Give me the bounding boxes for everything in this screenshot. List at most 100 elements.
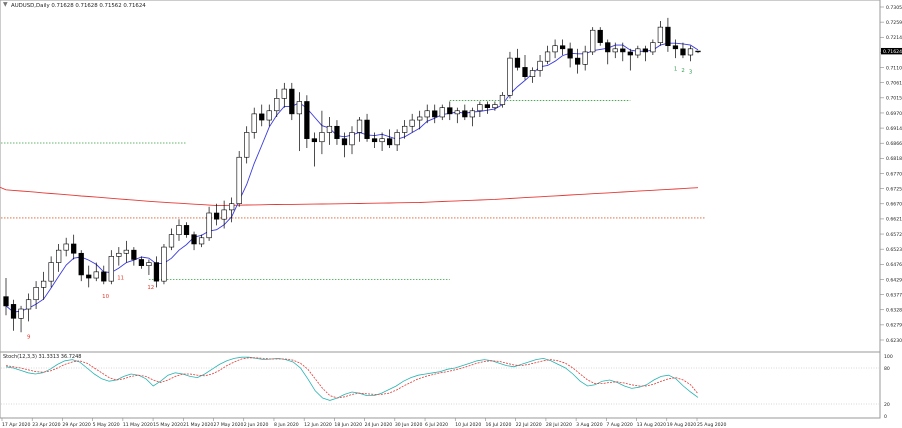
date-tick-label: 18 Jun 2020 [334,422,362,428]
date-tick-label: 22 Jul 2020 [516,422,542,428]
bullish-candle-body [161,246,167,282]
count-label: 2 [681,68,684,74]
symbol-title: AUDUSD,Daily 0.71628 0.71628 0.71562 0.7… [11,3,146,9]
bearish-candle-body [597,29,603,43]
count-label: 1 [674,67,677,73]
stoch-pane-frame [0,351,881,419]
bearish-candle-body [462,110,468,118]
candle [108,250,114,285]
bullish-candle-body [251,113,257,133]
bearish-candle-body [371,138,378,143]
candle [101,265,107,285]
candle [176,219,182,241]
date-tick-label: 2 Jun 2020 [244,422,269,428]
stoch-main-line [5,356,699,401]
candle [447,101,453,121]
stochastic-pane: Stoch(12,3,3) 31.3313 36.7248 100 80 20 0 [1,354,893,420]
stoch-label: Stoch(12,3,3) 31.3313 36.7248 [3,354,81,360]
bearish-candle-body [672,45,679,50]
bearish-candle-body [575,57,581,65]
candle [499,92,506,108]
candle [484,101,491,114]
candle [3,278,9,316]
candle [635,45,641,59]
bearish-candle-body [695,50,701,53]
candle [514,48,521,71]
date-tick-label: 6 Jul 2020 [425,422,448,428]
date-tick-label: 7 Aug 2020 [606,422,633,428]
bullish-candle-body [319,132,325,143]
candle [71,234,77,260]
candle [326,116,333,145]
bullish-candle-body [116,252,122,257]
bearish-candle-body [311,138,318,143]
date-tick-label: 10 Jul 2020 [455,422,481,428]
bullish-candle-body [409,119,415,127]
price-tick-label: 0.70155 [886,96,902,102]
candle [402,120,408,139]
bullish-candle-body [687,48,694,56]
bearish-candle-body [386,138,393,146]
candle [334,120,340,145]
candle [620,42,626,62]
bearish-candle-body [665,26,671,47]
bearish-candle-body [153,262,160,282]
count-label: 11 [117,276,124,282]
bearish-candle-body [514,57,521,68]
candle [146,259,152,275]
candle [469,107,475,127]
bullish-candle-body [454,110,460,115]
stoch-tick-label: 80 [884,366,890,372]
date-tick-label: 30 Jun 2020 [395,422,423,428]
candle [229,197,235,223]
count-label: 12 [147,285,154,291]
bullish-candle-body [63,243,69,251]
candle [221,200,227,229]
candle [213,203,220,226]
bullish-candle-body [266,110,272,121]
bullish-candle-body [529,70,536,77]
bullish-candle-body [25,299,32,310]
bullish-candle-body [544,51,551,62]
bearish-candle-body [680,48,686,56]
candle [116,247,122,266]
bullish-candle-body [206,212,212,239]
bullish-candle-body [229,203,235,211]
date-tick-label: 29 Apr 2020 [62,422,90,428]
bearish-candle-body [138,259,145,266]
candle [462,104,468,121]
bearish-candle-body [131,249,137,260]
bullish-candle-body [56,249,62,263]
bullish-candle-body [281,88,287,99]
candle [48,256,54,288]
candle [537,55,543,77]
candle [206,206,212,241]
candle [296,92,302,152]
bearish-candle-body [484,104,491,108]
bullish-candle-body [379,138,385,143]
candle [492,101,498,111]
candle [687,45,694,62]
candle [191,231,197,251]
candle [266,104,272,127]
candle [10,299,17,331]
bullish-candle-body [612,48,618,53]
stoch-tick-label: 0 [884,414,887,420]
main-chart-frame [0,0,881,353]
candle [650,39,656,56]
levels-layer [1,100,706,280]
candle [33,281,39,310]
bullish-candle-body [176,225,182,235]
candle [417,110,423,130]
slow-moving-average-line [0,186,699,207]
candle [289,82,295,121]
